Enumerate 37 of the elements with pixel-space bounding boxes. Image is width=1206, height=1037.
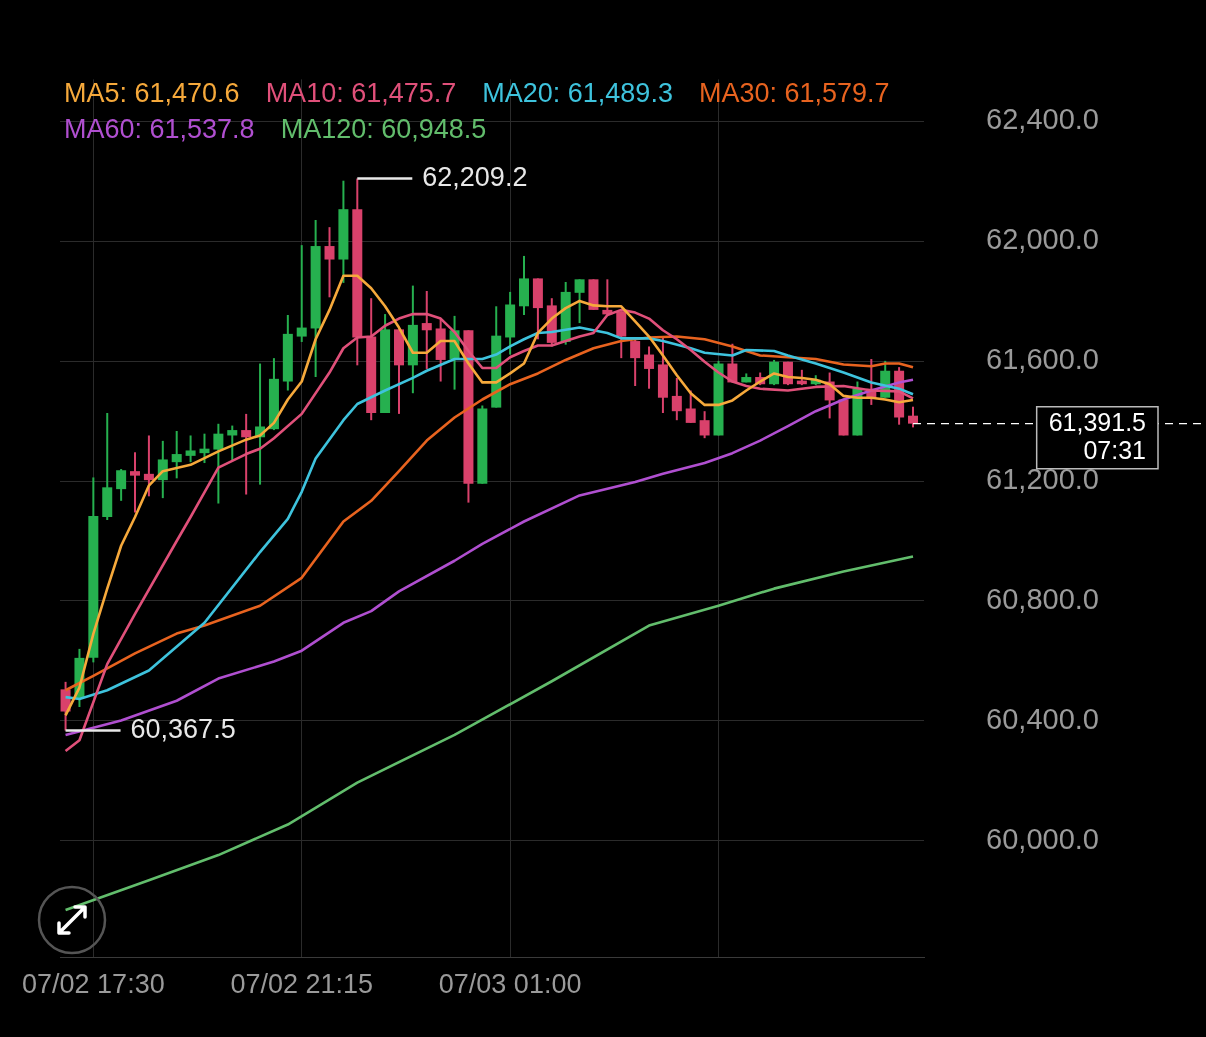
text: MA5: 61,470.6 bbox=[64, 77, 240, 111]
ref-line-label: 61,391.5 bbox=[1048, 407, 1146, 436]
x-tick-label: 07/02 21:15 bbox=[230, 969, 374, 1000]
candlestick bbox=[324, 226, 335, 299]
candlestick bbox=[213, 422, 224, 505]
candlestick bbox=[227, 424, 238, 462]
candlestick bbox=[130, 451, 141, 514]
candlestick bbox=[685, 389, 696, 424]
candlestick bbox=[116, 468, 127, 502]
text: MA10: 61,475.7 bbox=[265, 77, 457, 111]
annotation: 62,209.2 bbox=[422, 162, 528, 192]
y-tick-label: 60,000.0 bbox=[986, 822, 1100, 855]
candlestick bbox=[171, 429, 182, 480]
text: MA30: 61,579.7 bbox=[698, 77, 890, 111]
text: MA60: 61,537.8 bbox=[64, 113, 255, 147]
y-tick-label: 60,400.0 bbox=[986, 702, 1100, 735]
y-tick-label: 60,800.0 bbox=[986, 582, 1100, 615]
candlestick bbox=[908, 405, 918, 429]
candlestick bbox=[421, 290, 432, 370]
x-tick-label: 07/03 01:00 bbox=[438, 969, 582, 1000]
text: MA20: 61,489.3 bbox=[482, 77, 673, 111]
y-tick-label: 61,600.0 bbox=[986, 343, 1100, 376]
candlestick bbox=[241, 412, 252, 496]
candlestick bbox=[699, 410, 710, 440]
text: 07:31 bbox=[1083, 435, 1146, 464]
x-tick-label: 07/02 17:30 bbox=[22, 969, 165, 1000]
y-tick-label: 62,000.0 bbox=[986, 223, 1100, 256]
y-tick-label: 61,200.0 bbox=[986, 463, 1100, 496]
candlestick bbox=[644, 345, 655, 390]
candlestick bbox=[574, 278, 585, 325]
candlestick bbox=[296, 244, 307, 343]
y-tick-label: 62,400.0 bbox=[986, 103, 1100, 136]
annotation: 60,367.5 bbox=[130, 714, 236, 745]
candlestick bbox=[671, 376, 682, 422]
text: MA120: 60,948.5 bbox=[280, 113, 487, 147]
candlestick bbox=[143, 434, 154, 498]
candlestick bbox=[185, 434, 196, 464]
